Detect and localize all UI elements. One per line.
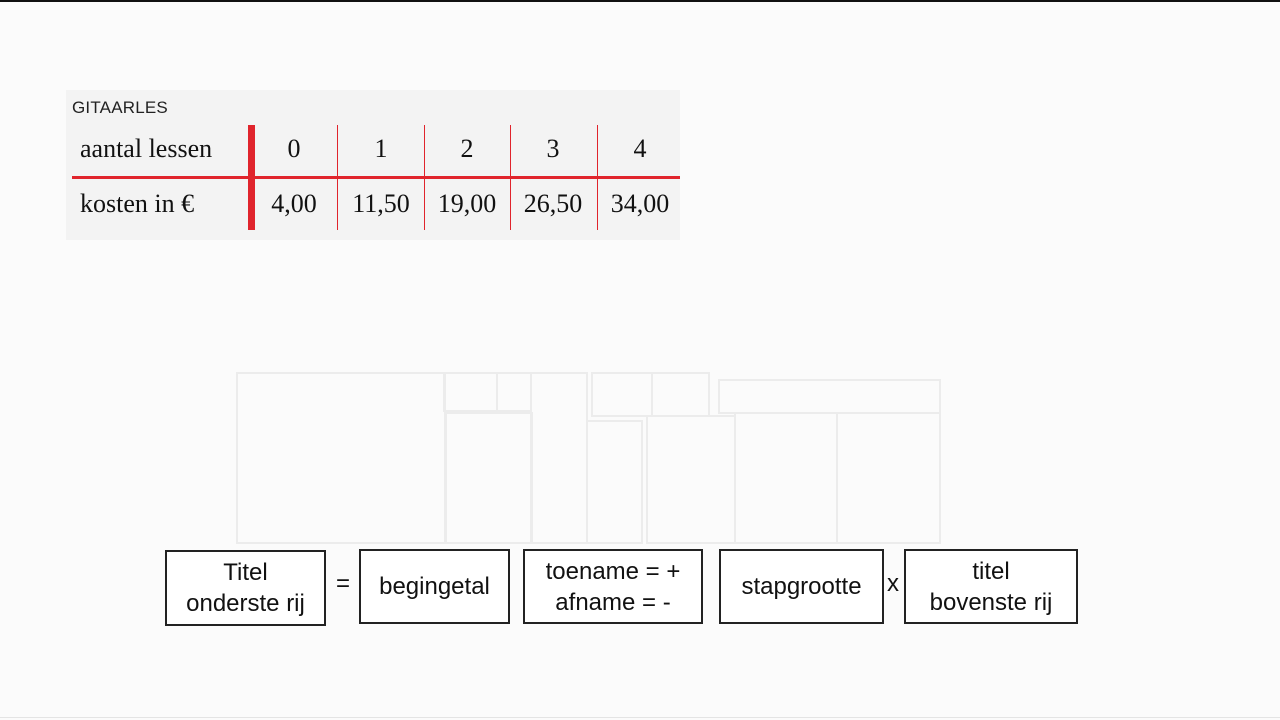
column-divider — [597, 125, 598, 230]
table-cell: 2 — [460, 134, 474, 163]
ghost-box — [718, 379, 941, 414]
table-cell: 1 — [374, 134, 388, 163]
formula-text: Titel — [223, 559, 268, 586]
row-label-kosten: kosten in € — [80, 189, 195, 218]
formula-titel-onderste-rij: Titel onderste rij — [165, 550, 326, 626]
formula-text: bovenste rij — [929, 588, 1053, 616]
formula-text: onderste rij — [186, 590, 305, 617]
ghost-box — [445, 412, 533, 544]
formula-begingetal: begingetal — [359, 549, 510, 624]
table-cell: 26,50 — [523, 189, 583, 218]
formula-text: afname = - — [555, 588, 671, 616]
table-panel — [66, 90, 680, 240]
table-cell: 19,00 — [437, 189, 497, 218]
table-cell: 0 — [287, 134, 301, 163]
bottom-border — [0, 717, 1280, 718]
formula-toename-afname: toename = + afname = - — [523, 549, 703, 624]
table-cell: 34,00 — [610, 189, 670, 218]
ghost-box — [646, 415, 736, 544]
table-label-divider — [248, 125, 255, 230]
ghost-box — [734, 412, 838, 544]
times-sign: x — [887, 570, 899, 597]
ghost-box — [586, 420, 643, 544]
table-cell: 4 — [633, 134, 647, 163]
top-border — [0, 0, 1280, 2]
column-divider — [337, 125, 338, 230]
table-header-divider — [72, 176, 680, 179]
column-divider — [510, 125, 511, 230]
table-cell: 3 — [546, 134, 560, 163]
ghost-box — [496, 372, 532, 412]
row-label-aantal-lessen: aantal lessen — [80, 134, 213, 163]
ghost-box — [591, 372, 653, 417]
formula-text: titel — [972, 557, 1010, 585]
table-title: GITAARLES — [72, 98, 168, 117]
ghost-box — [530, 372, 588, 544]
formula-text: stapgrootte — [741, 573, 862, 600]
formula-stapgrootte: stapgrootte — [719, 549, 884, 624]
ghost-box — [236, 372, 446, 544]
ghost-box — [651, 372, 710, 417]
table-cell: 4,00 — [271, 189, 317, 218]
ghost-box — [443, 372, 498, 412]
formula-text: begingetal — [379, 573, 490, 600]
column-divider — [424, 125, 425, 230]
equals-sign: = — [336, 570, 351, 597]
formula-text: toename = + — [545, 557, 681, 585]
ghost-box — [836, 412, 941, 544]
table-cell: 11,50 — [352, 189, 410, 218]
formula-titel-bovenste-rij: titel bovenste rij — [904, 549, 1078, 624]
